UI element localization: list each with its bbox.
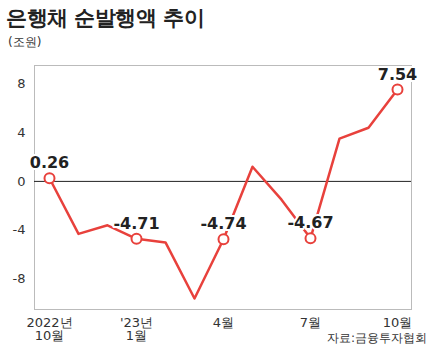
- svg-text:-4.74: -4.74: [200, 214, 246, 233]
- svg-text:7월: 7월: [300, 315, 321, 330]
- html-text:은행채 순발행액 추이: 은행채 순발행액 추이: [6, 6, 205, 30]
- html-text:(조원): (조원): [8, 35, 42, 49]
- svg-text:7.54: 7.54: [378, 65, 417, 84]
- html-text:자료:금융투자협회: 자료:금융투자협회: [327, 331, 427, 345]
- svg-text:-4: -4: [13, 222, 26, 237]
- svg-text:-4.71: -4.71: [113, 214, 159, 233]
- svg-text:-8: -8: [13, 271, 26, 286]
- svg-text:0.26: 0.26: [30, 153, 69, 172]
- svg-text:2022년10월: 2022년10월: [26, 315, 72, 343]
- svg-text:'23년1월: '23년1월: [120, 315, 153, 343]
- svg-text:4: 4: [17, 125, 25, 140]
- svg-text:4월: 4월: [213, 315, 234, 330]
- svg-text:0: 0: [17, 174, 25, 189]
- svg-text:8: 8: [17, 76, 25, 91]
- svg-text:10월: 10월: [383, 315, 413, 330]
- svg-text:-4.67: -4.67: [287, 213, 333, 232]
